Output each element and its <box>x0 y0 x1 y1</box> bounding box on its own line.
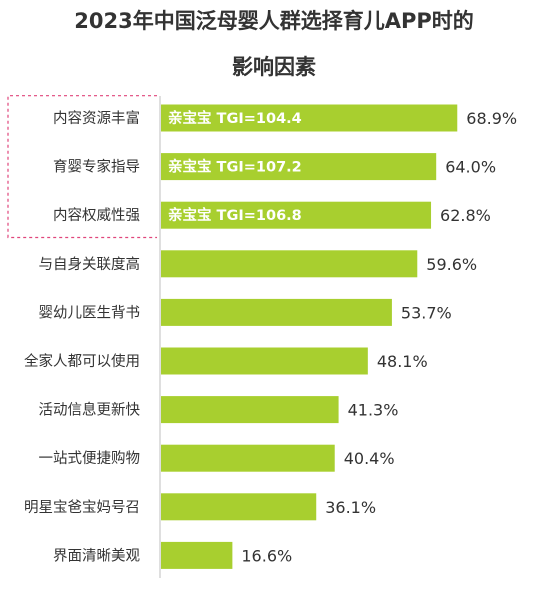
value-label: 16.6% <box>241 546 292 565</box>
bar <box>161 396 339 424</box>
bar <box>161 444 335 472</box>
bar-annotation: 亲宝宝 TGI=104.4 <box>168 109 302 127</box>
category-label: 内容资源丰富 <box>53 109 140 127</box>
bar-annotation: 亲宝宝 TGI=107.2 <box>168 158 302 176</box>
category-label: 育婴专家指导 <box>53 159 140 176</box>
bar <box>161 493 317 521</box>
value-label: 64.0% <box>445 158 496 177</box>
value-label: 36.1% <box>325 498 376 517</box>
category-label: 明星宝爸宝妈号召 <box>24 499 140 516</box>
highlight-bracket-line <box>7 95 157 239</box>
bar <box>161 298 392 326</box>
category-label: 界面清晰美观 <box>53 547 140 564</box>
value-label: 40.4% <box>344 449 395 468</box>
value-label: 68.9% <box>466 109 517 128</box>
chart-title-line: 2023年中国泛母婴人群选择育儿APP时的 <box>74 9 473 33</box>
bar <box>161 104 458 132</box>
highlight-bracket <box>7 95 157 239</box>
value-label: 48.1% <box>377 352 428 371</box>
category-label: 全家人都可以使用 <box>24 352 140 370</box>
category-label: 与自身关联度高 <box>39 256 141 273</box>
category-label: 活动信息更新快 <box>39 402 141 419</box>
bar <box>161 347 368 375</box>
bars: 内容资源丰富 68.9% 亲宝宝 TGI=104.4 育婴专家指导 64.0% 亲宝宝 T… <box>24 104 517 569</box>
value-label: 53.7% <box>401 303 452 322</box>
bar <box>161 250 418 278</box>
bar-annotation: 亲宝宝 TGI=106.8 <box>168 206 302 224</box>
category-label: 婴幼儿医生背书 <box>39 304 141 321</box>
value-label: 62.8% <box>440 206 491 225</box>
chart-title-line: 影响因素 <box>232 55 316 79</box>
value-label: 41.3% <box>348 401 399 420</box>
category-label: 内容权威性强 <box>53 207 140 224</box>
category-label: 一站式便捷购物 <box>39 450 141 467</box>
bar <box>161 153 437 181</box>
bar <box>161 541 233 569</box>
bar <box>161 201 432 229</box>
value-label: 59.6% <box>426 255 477 274</box>
